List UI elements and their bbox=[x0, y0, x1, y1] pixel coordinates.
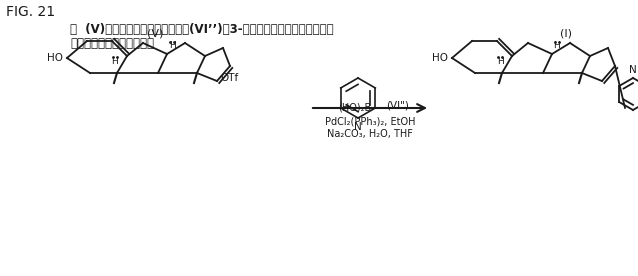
Text: PdCl₂(PPh₃)₂, EtOH: PdCl₂(PPh₃)₂, EtOH bbox=[325, 116, 415, 126]
Text: 式  (V)のビニルトリフレートの式(VI’’)の3-ピリジルボロン酸との鈴木カ: 式 (V)のビニルトリフレートの式(VI’’)の3-ピリジルボロン酸との鈴木カ bbox=[70, 23, 334, 36]
Text: HO: HO bbox=[432, 53, 448, 63]
Text: ップリングの合成スキーム: ップリングの合成スキーム bbox=[70, 37, 154, 50]
Text: (I): (I) bbox=[560, 28, 572, 38]
Text: N: N bbox=[629, 65, 637, 75]
Text: H: H bbox=[112, 57, 119, 65]
Text: (VI"): (VI") bbox=[386, 101, 409, 111]
Text: (V): (V) bbox=[147, 28, 163, 38]
Text: H: H bbox=[496, 57, 503, 65]
Text: HO: HO bbox=[47, 53, 63, 63]
Text: OTf: OTf bbox=[220, 73, 238, 83]
Text: (HO)₂B: (HO)₂B bbox=[338, 102, 371, 112]
Text: N: N bbox=[354, 122, 362, 132]
Text: H: H bbox=[168, 41, 175, 51]
Text: FIG. 21: FIG. 21 bbox=[6, 5, 55, 19]
Text: Na₂CO₃, H₂O, THF: Na₂CO₃, H₂O, THF bbox=[327, 129, 413, 139]
Text: H: H bbox=[554, 41, 560, 51]
